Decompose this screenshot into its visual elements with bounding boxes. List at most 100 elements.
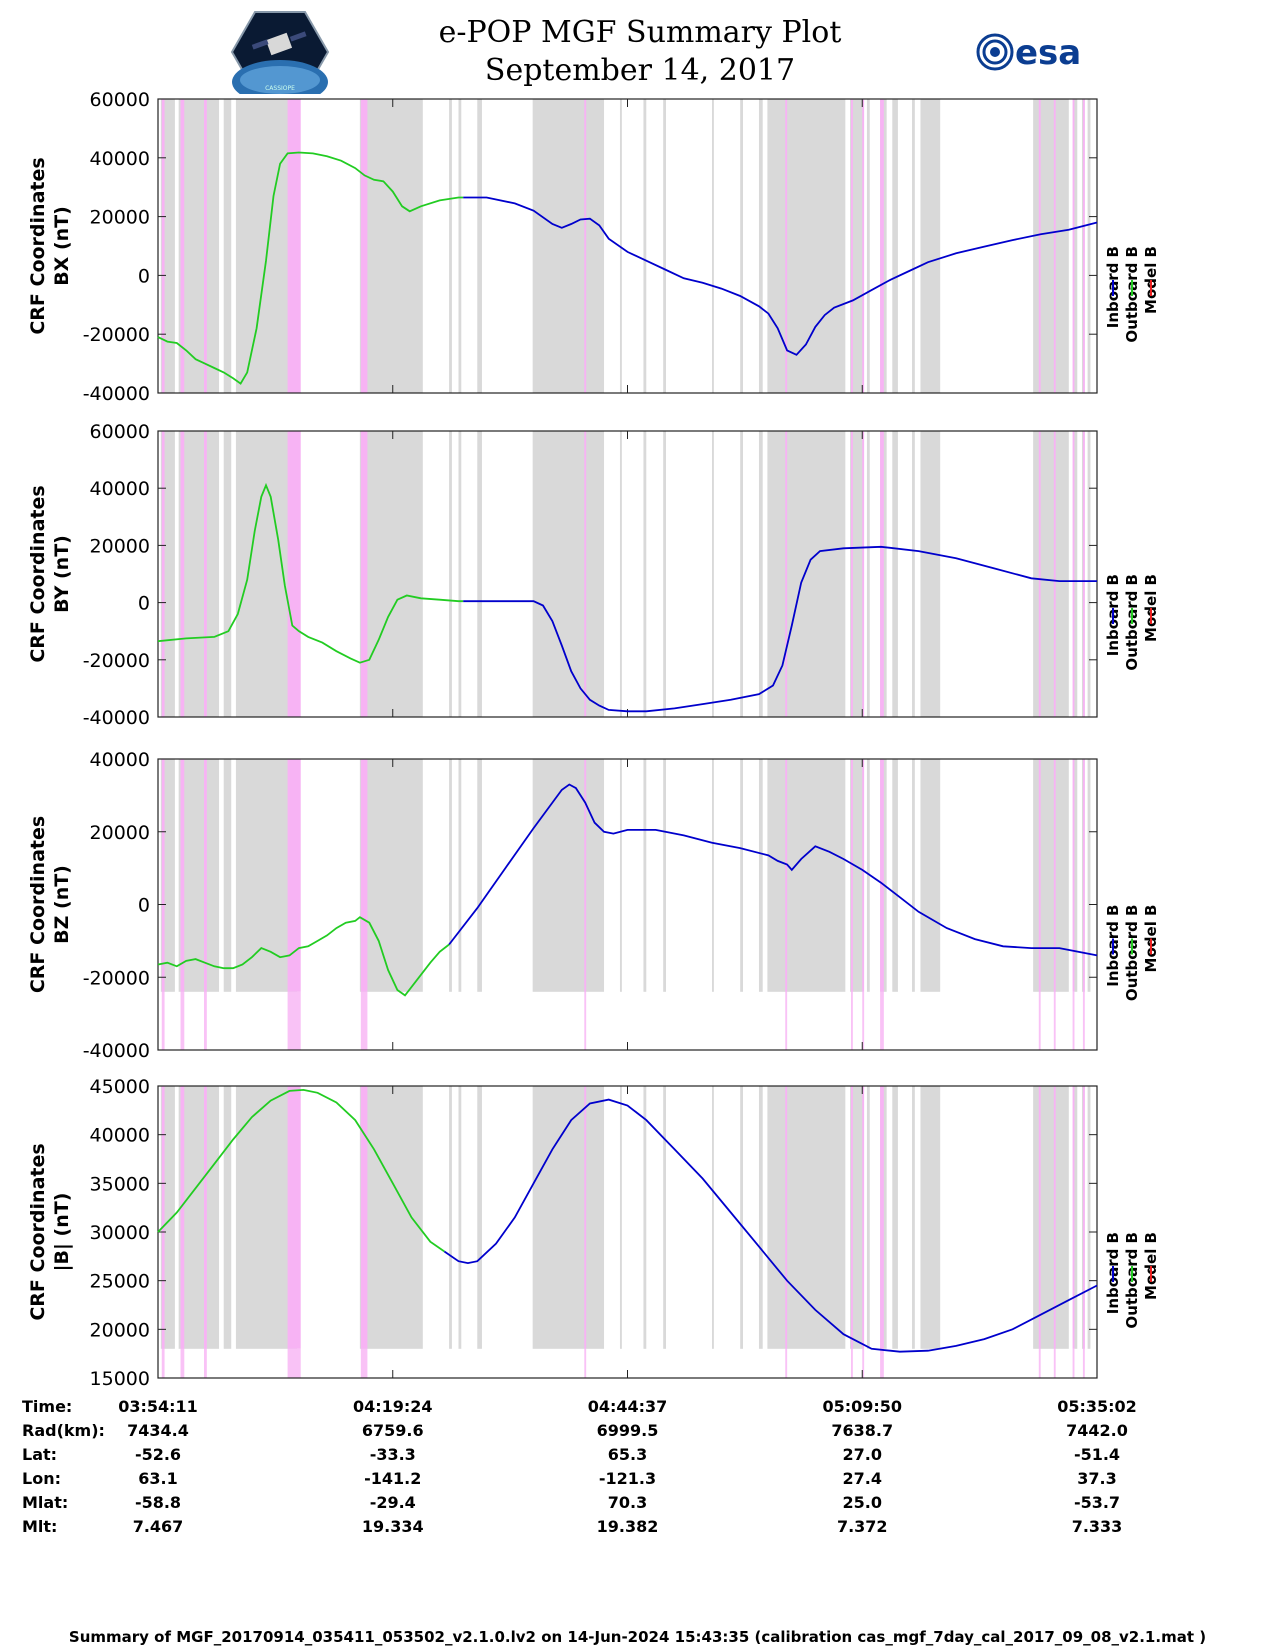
- event-band: [180, 431, 185, 717]
- table-cell: 37.3: [1077, 1469, 1116, 1488]
- y-tick-label: -40000: [83, 1040, 150, 1062]
- y-tick-label: 60000: [90, 421, 150, 443]
- data-gap-band: [740, 99, 743, 393]
- event-band: [1082, 1086, 1085, 1349]
- table-cell: 6759.6: [362, 1421, 424, 1440]
- y-axis-label-units: BX (nT): [51, 206, 73, 286]
- y-tick-label: -20000: [83, 324, 150, 346]
- event-band-lower: [1082, 991, 1085, 1050]
- data-gap-band: [758, 1086, 763, 1349]
- table-row-label: Lat:: [22, 1445, 57, 1464]
- y-tick-label: 0: [138, 265, 150, 287]
- table-cell: 05:09:50: [822, 1397, 902, 1416]
- y-tick-label: 60000: [90, 89, 150, 111]
- table-cell: 19.334: [362, 1517, 424, 1536]
- y-axis-label-units: BY (nT): [51, 535, 73, 613]
- data-gap-band: [866, 1086, 870, 1349]
- event-band-lower: [785, 1348, 788, 1378]
- event-band: [1038, 99, 1041, 393]
- y-tick-label: -40000: [83, 383, 150, 405]
- event-band: [880, 759, 884, 992]
- event-band: [1072, 759, 1075, 992]
- event-band: [1038, 431, 1041, 717]
- y-tick-label: -40000: [83, 707, 150, 729]
- data-gap-band: [1087, 99, 1091, 393]
- data-gap-band: [1087, 759, 1091, 992]
- event-band: [287, 1086, 301, 1349]
- table-cell: 6999.5: [597, 1421, 659, 1440]
- y-tick-label: 0: [138, 593, 150, 615]
- data-gap-band: [449, 759, 452, 992]
- data-gap-band: [235, 759, 297, 992]
- data-gap-band: [892, 431, 898, 717]
- event-band: [1072, 99, 1075, 393]
- table-row-label: Time:: [22, 1397, 72, 1416]
- table-cell: -33.3: [370, 1445, 416, 1464]
- event-band: [287, 759, 301, 992]
- data-gap-band: [223, 99, 232, 393]
- y-tick-label: 25000: [90, 1271, 150, 1293]
- data-gap-band: [359, 99, 423, 393]
- data-gap-band: [1087, 1086, 1091, 1349]
- event-band: [584, 759, 587, 992]
- data-gap-band: [758, 759, 763, 992]
- event-band: [161, 759, 165, 992]
- table-cell: 03:54:11: [118, 1397, 198, 1416]
- data-gap-band: [850, 759, 864, 992]
- panel-4: 45000 40000 35000 30000 25000 20000 15000 CRF C…: [27, 1076, 1160, 1390]
- table-cell: 7.372: [837, 1517, 888, 1536]
- event-band: [204, 759, 207, 992]
- data-gap-band: [1033, 431, 1069, 717]
- data-gap-band: [532, 431, 605, 717]
- table-cell: -29.4: [370, 1493, 416, 1512]
- table-row-label: Mlat:: [22, 1493, 68, 1512]
- table-cell: 04:19:24: [353, 1397, 433, 1416]
- ephemeris-table: Time: Rad(km): Lat: Lon: Mlat: Mlt: 03:54:11 74…: [22, 1397, 1137, 1536]
- event-band: [850, 99, 853, 393]
- event-band: [1038, 759, 1041, 992]
- table-cell: -58.8: [135, 1493, 181, 1512]
- event-band: [287, 431, 301, 717]
- data-gap-band: [663, 431, 666, 717]
- event-band-lower: [161, 991, 165, 1050]
- data-gap-band: [178, 1086, 220, 1349]
- data-gap-band: [532, 99, 605, 393]
- data-gap-band: [449, 99, 452, 393]
- data-gap-band: [643, 431, 647, 717]
- event-band: [785, 431, 788, 717]
- data-gap-band: [712, 759, 714, 992]
- event-band: [161, 431, 165, 717]
- data-gap-band: [920, 1086, 941, 1349]
- table-cell: 7638.7: [831, 1421, 893, 1440]
- event-band-lower: [850, 1348, 853, 1378]
- table-cell: 27.4: [843, 1469, 882, 1488]
- data-gap-band: [1033, 99, 1069, 393]
- data-gap-band: [912, 99, 915, 393]
- panel-1: 60000 40000 20000 0 -20000 -40000 CRF Coordina…: [27, 89, 1160, 405]
- data-gap-band: [920, 759, 941, 992]
- data-gap-band: [178, 431, 220, 717]
- plot-title: e-POP MGF Summary Plot September 14, 201…: [360, 14, 920, 90]
- footer-caption: Summary of MGF_20170914_035411_053502_v2…: [68, 1628, 1207, 1646]
- table-cell: 7442.0: [1066, 1421, 1128, 1440]
- event-band-lower: [862, 1348, 865, 1378]
- event-band: [850, 759, 853, 992]
- event-band: [360, 1086, 368, 1349]
- event-band: [204, 1086, 207, 1349]
- data-gap-band: [712, 431, 714, 717]
- data-gap-band: [866, 99, 870, 393]
- event-band-lower: [1072, 1348, 1075, 1378]
- event-band: [880, 431, 884, 717]
- data-gap-band: [663, 759, 666, 992]
- data-gap-band: [1074, 99, 1078, 393]
- event-band: [1053, 759, 1056, 992]
- event-band: [161, 1086, 165, 1349]
- event-band-lower: [785, 991, 788, 1050]
- data-gap-band: [850, 99, 864, 393]
- data-gap-band: [912, 759, 915, 992]
- table-cell: 27.0: [843, 1445, 882, 1464]
- data-gap-band: [892, 99, 898, 393]
- event-band-lower: [1038, 991, 1041, 1050]
- data-gap-band: [663, 99, 666, 393]
- data-gap-band: [643, 759, 647, 992]
